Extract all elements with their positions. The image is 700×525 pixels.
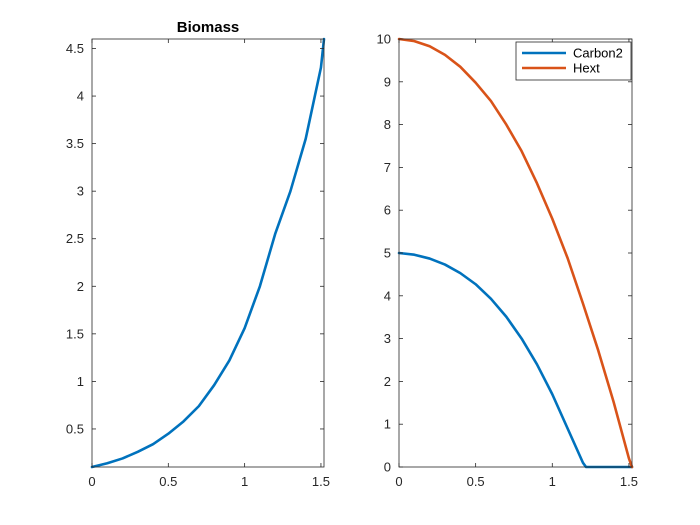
carbon-hext-y-tick-label: 10 [377, 32, 391, 47]
biomass-x-tick-label: 1.5 [312, 474, 330, 489]
carbon-hext-y-tick-label: 4 [384, 288, 391, 303]
biomass-y-tick-label: 2 [77, 279, 84, 294]
biomass-y-tick-label: 4 [77, 89, 84, 104]
biomass-y-tick-label: 0.5 [66, 421, 84, 436]
biomass-y-tick-label: 1.5 [66, 326, 84, 341]
biomass-y-tick-label: 1 [77, 374, 84, 389]
carbon-hext-y-tick-label: 3 [384, 331, 391, 346]
carbon-hext-x-tick-label: 0 [395, 474, 402, 489]
biomass-series-group [90, 37, 326, 469]
biomass-y-tick-label: 3.5 [66, 136, 84, 151]
carbon-hext-series-group [397, 37, 634, 469]
carbon-hext-y-tick-label: 8 [384, 117, 391, 132]
biomass-x-tick-label: 1 [241, 474, 248, 489]
carbon-hext-plot-area [399, 39, 632, 467]
biomass-x-tick-label: 0 [88, 474, 95, 489]
carbon-hext-legend-label-hext: Hext [573, 61, 600, 76]
biomass-axes-box [91, 38, 325, 468]
biomass-x-tick-label: 0.5 [159, 474, 177, 489]
carbon-hext-y-tick-label: 2 [384, 374, 391, 389]
carbon-hext-carbon2-line [397, 251, 634, 469]
carbon-hext-legend-label-carbon2: Carbon2 [573, 46, 623, 61]
biomass-plot-area [92, 39, 324, 467]
biomass-y-tick-label: 4.5 [66, 41, 84, 56]
carbon-hext-y-tick-label: 7 [384, 160, 391, 175]
biomass-y-tick-label: 3 [77, 184, 84, 199]
carbon-hext-legend-box [515, 41, 632, 81]
biomass-title: Biomass [177, 19, 240, 36]
biomass-y-tick-label: 2.5 [66, 231, 84, 246]
carbon-hext-x-tick-label: 1 [549, 474, 556, 489]
carbon-hext-y-tick-label: 0 [384, 460, 391, 475]
carbon-hext-hext-line [397, 37, 634, 469]
carbon-hext-y-tick-label: 6 [384, 203, 391, 218]
carbon-hext-x-tick-label: 0.5 [467, 474, 485, 489]
carbon-hext-y-tick-label: 1 [384, 417, 391, 432]
biomass-chart: 0 0.5 1 1.5 0.5 1 1.5 2 2.5 3 3.5 4 4.5 Biomass [66, 19, 330, 489]
carbon-hext-y-tick-label: 9 [384, 74, 391, 89]
carbon-hext-x-tick-label: 1.5 [620, 474, 638, 489]
biomass-series-0-line [90, 37, 326, 469]
carbon-hext-y-tick-label: 5 [384, 246, 391, 261]
